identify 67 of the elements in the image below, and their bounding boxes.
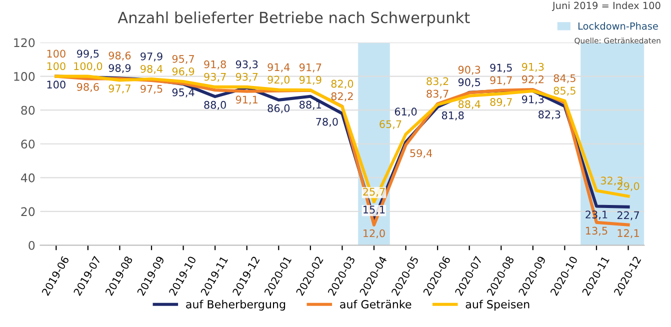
y-tick-label: 0 — [28, 240, 35, 250]
data-label: 97,7 — [108, 84, 130, 94]
data-label: 12,0 — [364, 229, 385, 238]
chart-title: Anzahl belieferter Betriebe nach Schwerpunkt — [118, 11, 470, 26]
data-label: 98,6 — [108, 52, 131, 61]
data-label: 91,3 — [522, 62, 544, 72]
data-label: 82,3 — [538, 110, 560, 120]
data-label: 96,9 — [172, 67, 194, 76]
data-label: 91,1 — [236, 96, 258, 105]
data-label: 82,0 — [331, 80, 354, 89]
data-label: 22,7 — [617, 211, 639, 220]
legend-label: Lockdown-Phase — [578, 22, 658, 30]
data-label: 88,4 — [458, 100, 480, 110]
data-label: 82,2 — [331, 92, 353, 102]
data-label: 91,5 — [490, 64, 512, 73]
data-label: 78,0 — [316, 118, 338, 127]
data-label: 93,7 — [204, 72, 226, 82]
data-label: 93,7 — [236, 72, 258, 82]
data-label: 88,1 — [300, 100, 322, 110]
data-label: 59,4 — [410, 149, 432, 158]
data-label: 100,0 — [74, 62, 102, 72]
data-label: 97,5 — [140, 84, 162, 94]
data-label: 92,0 — [268, 76, 290, 85]
data-label: 100 — [47, 50, 66, 58]
data-label: 88,0 — [204, 100, 226, 110]
data-label: 12,1 — [618, 229, 639, 238]
legend-label: auf Beherbergung — [186, 300, 286, 311]
y-tick-label: 60 — [21, 140, 35, 149]
data-label: 91,7 — [490, 76, 512, 86]
data-label: 13,5 — [586, 226, 608, 236]
data-label: 91,7 — [299, 63, 322, 72]
data-label: 83,2 — [426, 77, 448, 86]
data-label: 61,0 — [394, 108, 417, 117]
data-label: 91,8 — [204, 60, 226, 70]
data-label: 90,3 — [458, 66, 480, 75]
data-label: 91,4 — [268, 63, 290, 72]
data-label: 98,9 — [108, 64, 131, 74]
data-label: 92,2 — [522, 75, 544, 84]
data-label: 86,0 — [268, 104, 290, 114]
data-label: 84,5 — [554, 74, 576, 84]
data-label: 100 — [47, 62, 66, 70]
data-label: 15,1 — [364, 206, 385, 215]
data-label: 89,7 — [490, 98, 512, 107]
data-label: 99,5 — [76, 50, 99, 59]
y-tick-label: 120 — [14, 38, 35, 48]
data-label: 83,7 — [426, 90, 448, 99]
text: Juni 2019 = Index 100 — [552, 2, 660, 11]
data-label: 91,3 — [522, 95, 544, 104]
data-label: 91,9 — [299, 76, 322, 85]
data-label: 100 — [47, 80, 66, 89]
data-label: 95,7 — [172, 54, 194, 64]
data-label: 25,7 — [363, 188, 385, 197]
y-tick-label: 40 — [20, 173, 35, 182]
data-label: 97,9 — [140, 52, 162, 62]
data-label: 65,7 — [380, 120, 402, 130]
y-tick-label: 20 — [21, 207, 35, 216]
data-label: 81,8 — [442, 111, 464, 120]
data-label: 98,6 — [76, 83, 99, 92]
data-label: 95,4 — [172, 88, 194, 98]
y-tick-label: 100 — [14, 72, 35, 81]
legend-label: auf Speisen — [466, 300, 530, 311]
data-label: 85,5 — [554, 86, 576, 96]
y-tick-label: 80 — [21, 106, 35, 115]
data-label: 93,3 — [236, 60, 258, 70]
data-label: 98,4 — [140, 64, 163, 74]
legend-label: auf Getränke — [340, 300, 412, 308]
data-label: 90,5 — [458, 78, 480, 88]
